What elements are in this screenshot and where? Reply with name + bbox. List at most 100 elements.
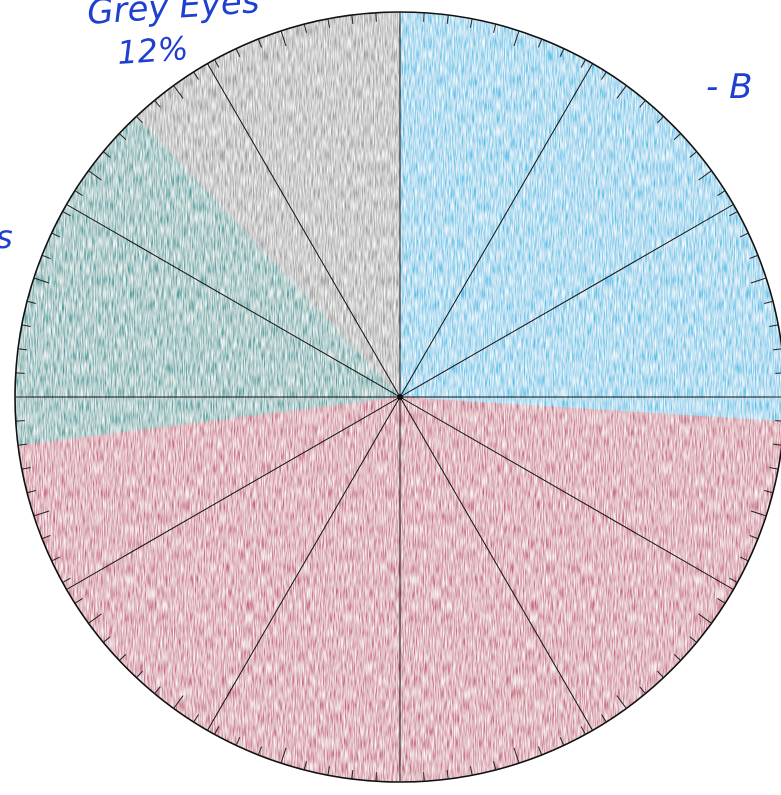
rim-tick xyxy=(280,747,287,764)
rim-tick xyxy=(51,556,60,562)
rim-tick xyxy=(537,38,543,48)
rim-tick xyxy=(750,510,767,517)
rim-tick xyxy=(446,14,449,25)
rim-tick xyxy=(639,100,646,108)
rim-tick xyxy=(740,556,749,562)
rim-tick xyxy=(673,654,681,661)
divider-line xyxy=(399,204,734,398)
rim-tick xyxy=(601,71,607,80)
rim-tick xyxy=(657,116,664,124)
rim-tick xyxy=(154,686,161,694)
rim-tick xyxy=(673,133,681,140)
rim-tick xyxy=(601,714,607,723)
divider-line xyxy=(399,396,593,731)
rim-tick xyxy=(51,232,60,238)
rim-tick xyxy=(15,372,25,374)
rim-tick xyxy=(193,71,199,80)
rim-tick xyxy=(88,613,102,624)
rim-tick xyxy=(729,211,738,217)
green-eyes-label: s xyxy=(0,218,13,256)
rim-tick xyxy=(469,18,473,28)
rim-tick xyxy=(375,772,377,782)
rim-tick xyxy=(775,372,781,374)
pie-slices xyxy=(15,11,781,782)
rim-tick xyxy=(103,151,111,158)
rim-tick xyxy=(41,534,51,540)
rim-tick xyxy=(698,170,712,181)
rim-tick xyxy=(119,654,127,661)
slice-dividers xyxy=(15,12,781,782)
grey-eyes-label: Grey Eyes xyxy=(86,0,261,33)
rim-ticks xyxy=(15,12,781,782)
rim-tick xyxy=(257,38,263,48)
rim-tick xyxy=(775,420,781,422)
rim-tick xyxy=(559,737,565,746)
rim-tick xyxy=(74,598,83,604)
rim-tick xyxy=(351,769,354,780)
rim-tick xyxy=(513,747,520,764)
rim-tick xyxy=(616,85,627,99)
rim-tick xyxy=(469,766,473,776)
rim-tick xyxy=(136,670,143,678)
rim-tick xyxy=(749,254,759,260)
divider-line xyxy=(399,63,593,398)
rim-tick xyxy=(689,636,697,643)
rim-tick xyxy=(769,324,779,328)
rim-tick xyxy=(235,737,241,746)
rim-tick xyxy=(580,726,586,735)
pie-slice-slice-3 xyxy=(15,116,401,446)
rim-tick xyxy=(537,746,543,756)
rim-tick xyxy=(136,116,143,124)
rim-tick xyxy=(423,12,425,22)
rim-tick xyxy=(74,190,83,196)
rim-tick xyxy=(26,490,36,494)
blue-eyes-label: - B xyxy=(706,67,752,107)
rim-tick xyxy=(639,686,646,694)
rim-tick xyxy=(173,85,184,99)
divider-line xyxy=(399,396,734,590)
rim-tick xyxy=(559,48,565,57)
rim-tick xyxy=(103,636,111,643)
rim-tick xyxy=(717,190,726,196)
rim-tick xyxy=(698,613,712,624)
rim-tick xyxy=(154,100,161,108)
rim-tick xyxy=(446,769,449,780)
rim-tick xyxy=(214,59,220,68)
rim-tick xyxy=(33,277,50,284)
divider-line xyxy=(207,63,401,398)
rim-tick xyxy=(33,510,50,517)
rim-tick xyxy=(657,670,664,678)
rim-tick xyxy=(62,577,71,583)
rim-tick xyxy=(88,170,102,181)
divider-line xyxy=(66,396,401,590)
rim-tick xyxy=(351,14,354,25)
divider-line xyxy=(207,396,401,731)
rim-tick xyxy=(423,772,425,782)
pie-slice-b xyxy=(400,12,781,421)
rim-tick xyxy=(21,324,31,328)
rim-tick xyxy=(772,443,781,446)
rim-tick xyxy=(41,254,51,260)
rim-tick xyxy=(513,30,520,47)
divider-line xyxy=(66,204,401,398)
rim-tick xyxy=(280,30,287,47)
rim-tick xyxy=(493,761,497,771)
rim-tick xyxy=(749,534,759,540)
rim-tick xyxy=(17,443,28,446)
rim-tick xyxy=(26,300,36,304)
rim-tick xyxy=(17,348,28,351)
rim-tick xyxy=(717,598,726,604)
pie-center xyxy=(397,394,403,400)
rim-tick xyxy=(689,151,697,158)
rim-tick xyxy=(327,766,331,776)
rim-tick xyxy=(580,59,586,68)
rim-tick xyxy=(15,420,25,422)
rim-tick xyxy=(173,695,184,709)
rim-tick xyxy=(740,232,749,238)
rim-tick xyxy=(764,490,774,494)
pie-slice-grey-eyes xyxy=(136,11,400,397)
rim-tick xyxy=(375,12,377,22)
rim-tick xyxy=(235,48,241,57)
rim-tick xyxy=(303,23,307,33)
